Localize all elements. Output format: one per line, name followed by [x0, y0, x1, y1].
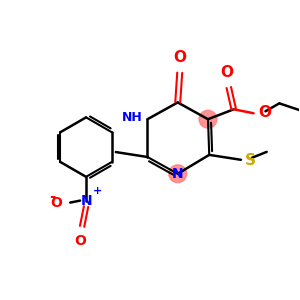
Text: -: - — [49, 189, 56, 204]
Circle shape — [199, 110, 217, 128]
Text: NH: NH — [122, 111, 142, 124]
Text: O: O — [74, 234, 86, 248]
Text: S: S — [245, 153, 256, 168]
Text: N: N — [172, 167, 184, 181]
Text: +: + — [93, 186, 102, 196]
Circle shape — [169, 165, 187, 183]
Text: O: O — [259, 105, 272, 120]
Text: O: O — [220, 64, 233, 80]
Text: O: O — [173, 50, 186, 65]
Text: N: N — [80, 194, 92, 208]
Text: O: O — [50, 196, 62, 210]
